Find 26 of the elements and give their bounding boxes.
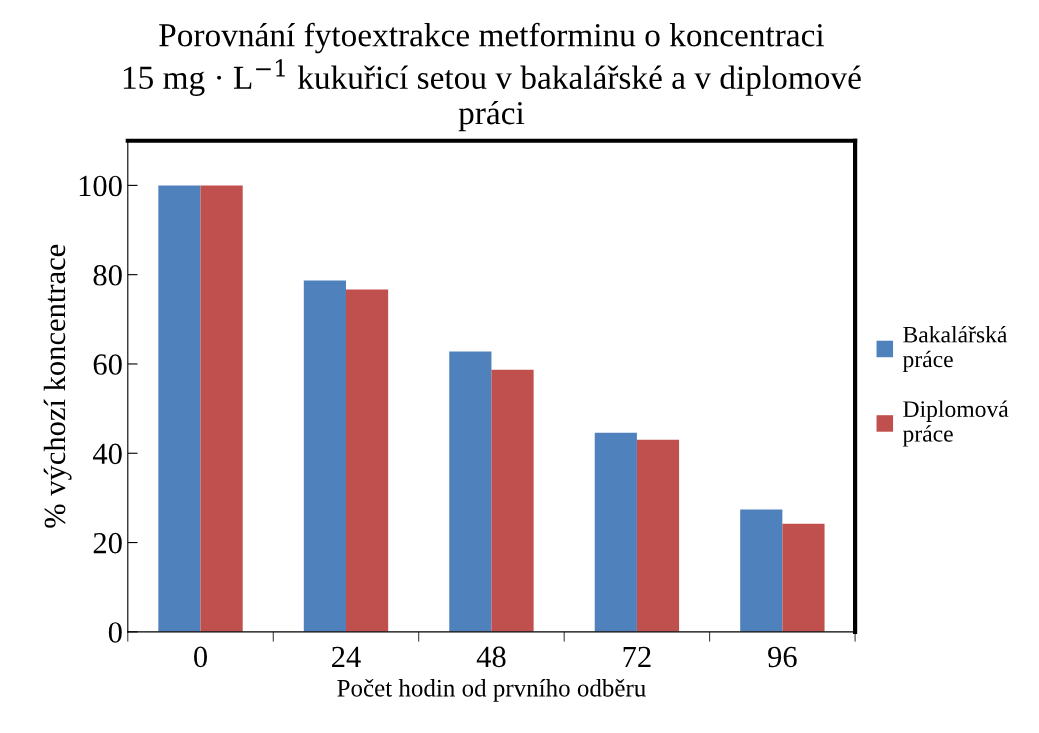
x-tick-label: 24: [332, 646, 361, 667]
legend-label: Bakalářská práce: [902, 325, 1008, 373]
legend-label: Diplomová práce: [902, 400, 1009, 447]
x-tick-label: 48: [476, 646, 506, 668]
bar: [491, 369, 534, 632]
y-tick-label: 80: [93, 264, 122, 286]
x-tick-label: 72: [623, 646, 651, 667]
bar: [594, 432, 637, 632]
y-axis-title: % výchozí koncentrace: [43, 244, 72, 528]
bar: [740, 509, 783, 632]
y-tick-label: 100: [79, 175, 122, 197]
bar: [782, 523, 825, 632]
x-tick-label: 96: [768, 646, 797, 668]
bar: [636, 439, 680, 632]
bar: [158, 185, 201, 632]
x-axis-title: Počet hodin od prvního odběru: [337, 679, 646, 702]
bar: [345, 289, 389, 632]
y-tick-label: 20: [93, 532, 122, 554]
bar: [200, 185, 243, 632]
y-tick-label: 60: [93, 354, 122, 375]
bar: [303, 280, 346, 632]
bar: [449, 351, 492, 632]
x-tick-label: 0: [194, 646, 207, 668]
y-tick-label: 0: [108, 622, 122, 643]
chart-title: Porovnání fytoextrakce metforminu o koncentraci 15 mg · L$^{−1}$ kukuřicí setou v bakalářské a v diplomové práci: [123, 22, 861, 132]
y-tick-label: 40: [92, 443, 122, 465]
